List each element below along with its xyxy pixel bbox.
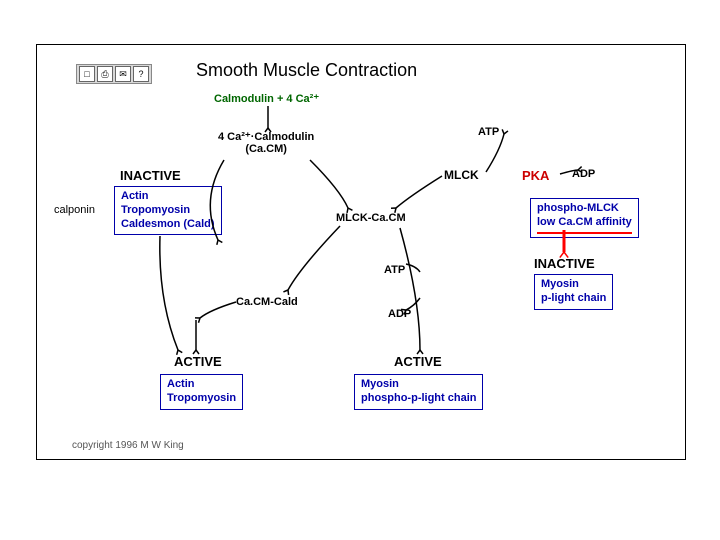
arrow-a7 <box>288 226 340 290</box>
arrow-a3 <box>310 160 348 208</box>
arrow-a8 <box>200 302 236 318</box>
arrow-a13 <box>406 298 420 310</box>
arrow-a5 <box>486 134 504 172</box>
arrow-a12 <box>406 264 420 272</box>
arrow-a2 <box>210 160 224 240</box>
arrow-a11 <box>400 228 420 350</box>
arrow-a10 <box>160 236 178 350</box>
arrow-a6 <box>560 170 578 174</box>
arrows-layer <box>0 0 720 540</box>
arrow-a4 <box>396 176 442 208</box>
